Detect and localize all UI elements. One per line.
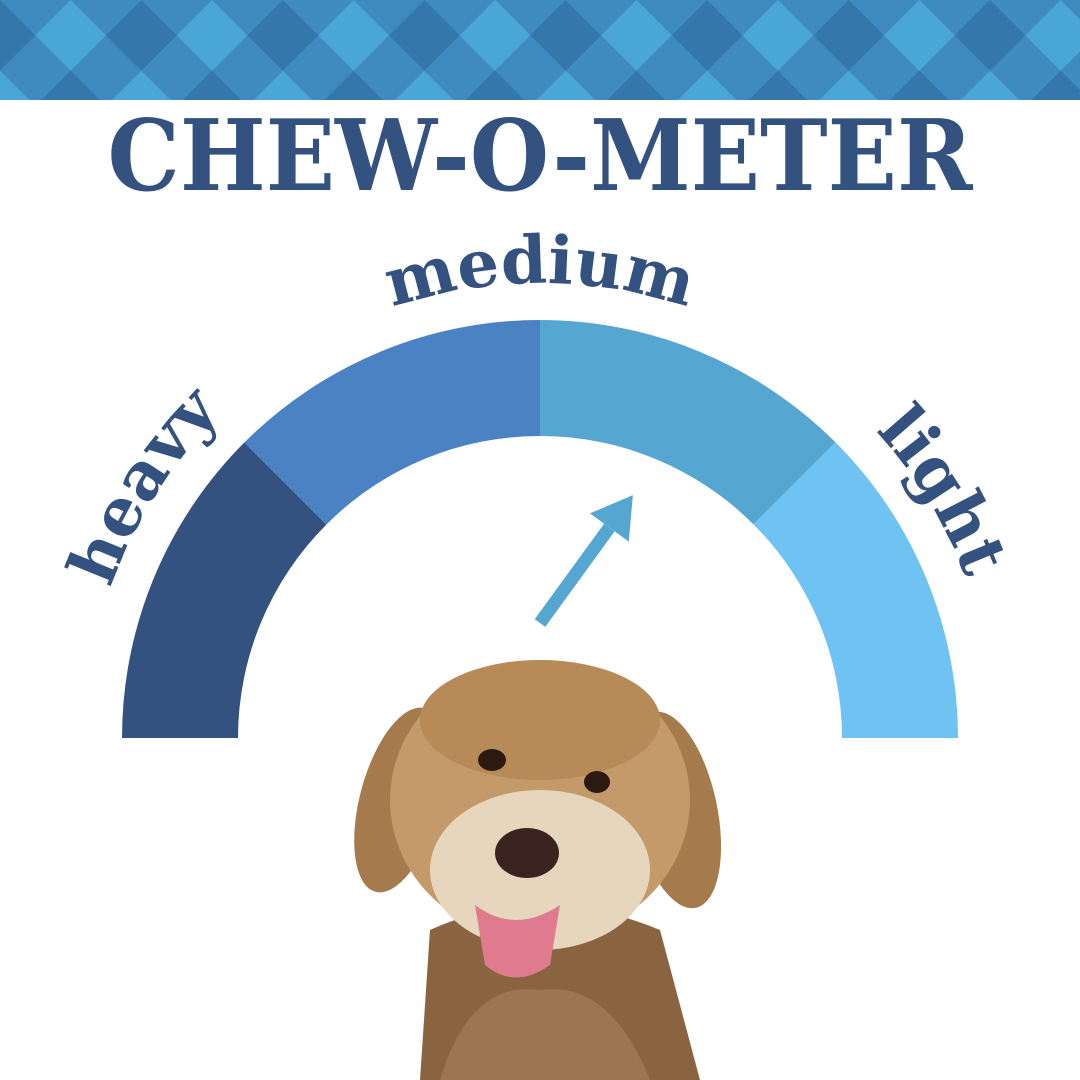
dog-photo [354,660,722,1080]
label-medium: medium [376,221,703,322]
gauge-segment-light [753,442,958,738]
gauge-segment-medium-heavy [244,320,540,525]
gauge-segment-medium-light [540,320,836,525]
gauge-segment-heavy [122,442,327,738]
gauge [122,320,958,738]
pointer-arrow-icon [534,495,633,627]
page-title: CHEW-O-METER [108,99,974,214]
gingham-banner [0,0,1080,100]
pointer-head [589,495,633,542]
label-medium-wrap: medium [376,221,703,322]
pointer-shaft [534,523,615,627]
